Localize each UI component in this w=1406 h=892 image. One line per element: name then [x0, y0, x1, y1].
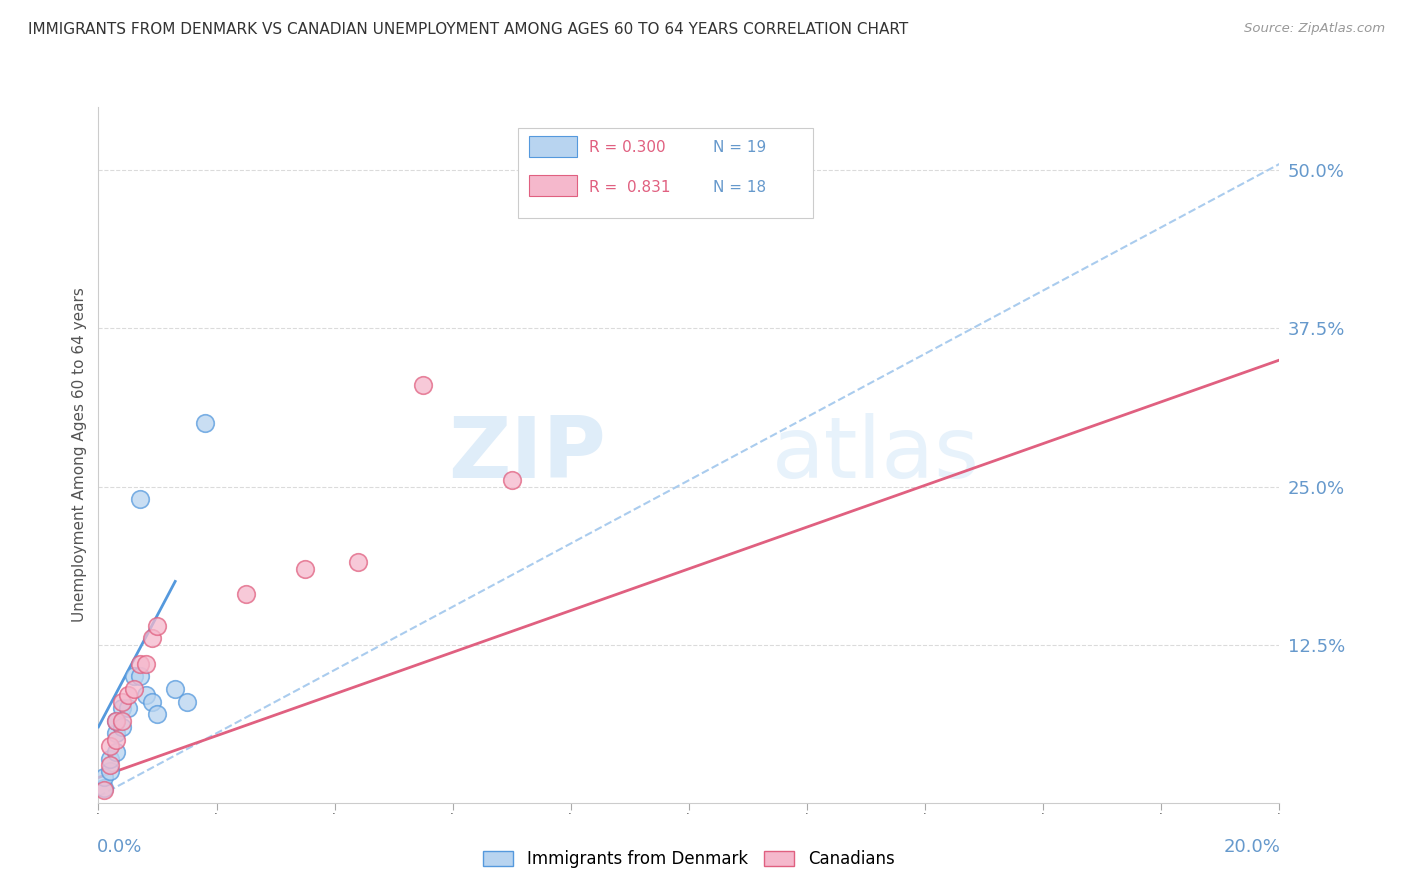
Point: [235, 587, 257, 601]
Text: 0.0%: 0.0%: [97, 838, 142, 855]
Point: [98, 739, 121, 753]
Point: [176, 695, 198, 709]
Point: [165, 681, 187, 696]
Point: [412, 378, 434, 392]
Point: [194, 417, 217, 431]
Point: [111, 695, 134, 709]
Text: 20.0%: 20.0%: [1223, 838, 1281, 855]
Point: [98, 757, 121, 772]
Point: [93, 780, 115, 795]
Text: R =  0.831: R = 0.831: [589, 179, 671, 194]
FancyBboxPatch shape: [530, 175, 576, 196]
Point: [111, 720, 134, 734]
Point: [146, 707, 169, 722]
Point: [98, 751, 121, 765]
Text: R = 0.300: R = 0.300: [589, 140, 665, 155]
Text: atlas: atlas: [772, 413, 980, 497]
Point: [105, 714, 128, 728]
Point: [105, 732, 128, 747]
Point: [105, 726, 128, 740]
Legend: Immigrants from Denmark, Canadians: Immigrants from Denmark, Canadians: [477, 843, 901, 874]
Point: [141, 695, 163, 709]
FancyBboxPatch shape: [517, 128, 813, 219]
Y-axis label: Unemployment Among Ages 60 to 64 years: Unemployment Among Ages 60 to 64 years: [72, 287, 87, 623]
Point: [98, 764, 121, 779]
Point: [111, 701, 134, 715]
Point: [128, 492, 150, 507]
Point: [294, 562, 316, 576]
Text: IMMIGRANTS FROM DENMARK VS CANADIAN UNEMPLOYMENT AMONG AGES 60 TO 64 YEARS CORRE: IMMIGRANTS FROM DENMARK VS CANADIAN UNEM…: [28, 22, 908, 37]
Point: [347, 556, 370, 570]
Text: N = 19: N = 19: [713, 140, 766, 155]
Point: [105, 714, 128, 728]
Point: [146, 618, 169, 632]
Point: [93, 783, 115, 797]
Point: [141, 632, 163, 646]
Point: [111, 714, 134, 728]
Point: [122, 681, 145, 696]
Point: [105, 745, 128, 759]
Point: [93, 771, 115, 785]
FancyBboxPatch shape: [530, 136, 576, 157]
Point: [501, 473, 523, 487]
Point: [117, 688, 139, 702]
Point: [128, 657, 150, 671]
Point: [122, 669, 145, 683]
Text: ZIP: ZIP: [449, 413, 606, 497]
Point: [135, 657, 157, 671]
Point: [117, 701, 139, 715]
Text: N = 18: N = 18: [713, 179, 766, 194]
Point: [135, 688, 157, 702]
Point: [128, 669, 150, 683]
Text: Source: ZipAtlas.com: Source: ZipAtlas.com: [1244, 22, 1385, 36]
